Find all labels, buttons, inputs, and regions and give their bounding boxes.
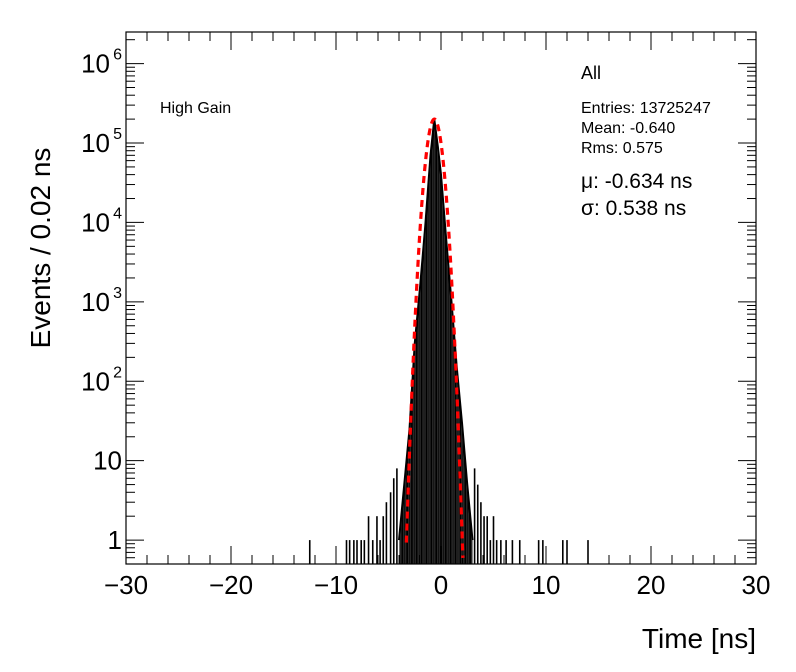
x-tick-label: 10 [532, 570, 561, 600]
x-axis-title: Time [ns] [642, 623, 756, 654]
fit-mu: μ: -0.634 ns [581, 170, 692, 193]
x-axis-tick-labels: −30 −20 −10 0 10 20 30 [104, 570, 771, 600]
fit-sigma: σ: 0.538 ns [581, 197, 686, 220]
gain-label: High Gain [160, 100, 231, 117]
gaussian-fit [404, 117, 465, 559]
y-tick-label: 10 [81, 207, 110, 237]
stat-rms: Rms: 0.575 [581, 140, 663, 157]
y-tick-label: 10 [93, 446, 122, 476]
y-tick-exponent: 3 [113, 285, 122, 302]
y-tick-exponent: 4 [113, 205, 122, 222]
chart-title: All [581, 63, 601, 83]
fit-curve [404, 117, 465, 559]
y-tick-label: 10 [81, 287, 110, 317]
x-tick-label: −30 [104, 570, 148, 600]
x-tick-label: −20 [209, 570, 253, 600]
y-tick-exponent: 2 [113, 364, 122, 381]
y-axis-title: Events / 0.02 ns [25, 148, 56, 349]
x-tick-label: 30 [742, 570, 771, 600]
y-tick-label: 1 [108, 525, 122, 555]
x-tick-label: 20 [637, 570, 666, 600]
stat-entries: Entries: 13725247 [581, 100, 711, 117]
histogram-series [308, 118, 589, 564]
y-tick-label: 10 [81, 366, 110, 396]
y-axis-ticks [126, 39, 756, 565]
y-tick-label: 10 [81, 49, 110, 79]
x-tick-label: −10 [314, 570, 358, 600]
y-tick-exponent: 5 [113, 126, 122, 143]
x-tick-label: 0 [434, 570, 448, 600]
y-tick-exponent: 6 [113, 47, 122, 64]
x-axis-ticks [125, 32, 757, 564]
y-tick-label: 10 [81, 128, 110, 158]
stat-mean: Mean: -0.640 [581, 120, 675, 137]
